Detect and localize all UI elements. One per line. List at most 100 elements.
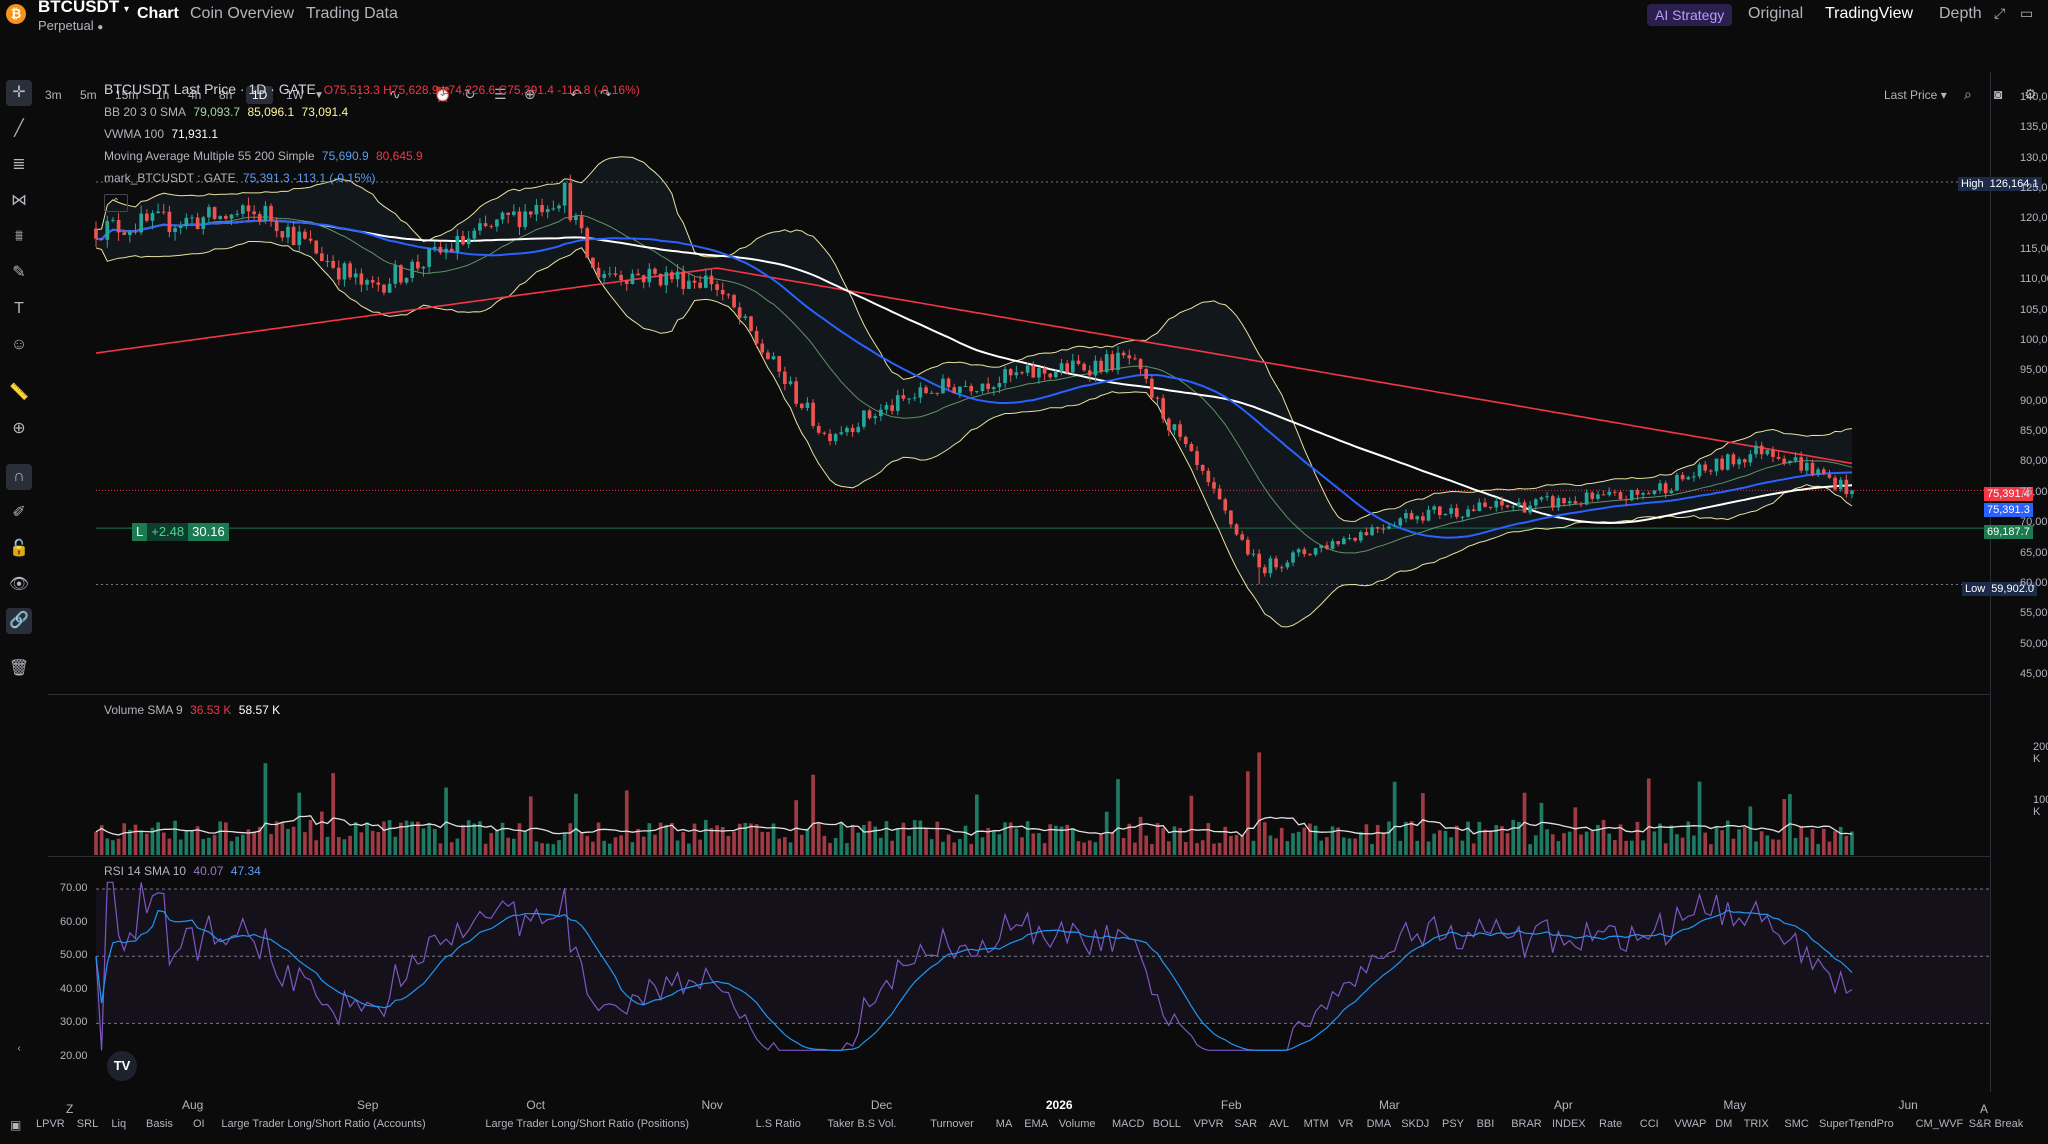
legend-volume[interactable]: Volume SMA 9 36.53 K 58.57 K xyxy=(104,703,281,717)
legend-ma-multiple[interactable]: Moving Average Multiple 55 200 Simple 75… xyxy=(104,149,423,163)
indicator-psy[interactable]: PSY xyxy=(1442,1118,1465,1130)
trendline-icon[interactable]: ╱ xyxy=(14,120,24,137)
legend-vwma[interactable]: VWMA 100 71,931.1 xyxy=(104,127,219,141)
lock-icon[interactable]: 🔓 xyxy=(9,540,29,557)
legend-bb[interactable]: BB 20 3 0 SMA 79,093.7 85,096.1 73,091.4 xyxy=(104,105,349,119)
indicator-avl[interactable]: AVL xyxy=(1269,1118,1289,1130)
indicator-dm[interactable]: DM xyxy=(1715,1118,1733,1130)
text-icon[interactable]: T xyxy=(14,300,24,317)
indicator-large-trader-long-short-ratio-accounts-[interactable]: Large Trader Long/Short Ratio (Accounts) xyxy=(221,1118,426,1130)
indicator-liq[interactable]: Liq xyxy=(111,1118,127,1130)
indicator-mtm[interactable]: MTM xyxy=(1303,1118,1329,1130)
indicator-ema[interactable]: EMA xyxy=(1024,1118,1049,1130)
indicator-cm-wvf[interactable]: CM_WVF xyxy=(1915,1118,1964,1130)
magnet-icon[interactable]: ∩ xyxy=(6,464,32,490)
legend-mark-price[interactable]: mark_BTCUSDT : GATE 75,391.3 -113.1 (-0.… xyxy=(104,171,376,185)
legend-rsi[interactable]: RSI 14 SMA 10 40.07 47.34 xyxy=(104,864,261,878)
visibility-icon[interactable]: 👁 xyxy=(8,576,30,593)
timeframe-dropdown-icon[interactable]: ▼ xyxy=(314,90,324,101)
link-icon[interactable]: 🔗 xyxy=(6,608,32,634)
timeframe-5m[interactable]: 5m xyxy=(80,88,97,102)
indicator-skdj[interactable]: SKDJ xyxy=(1401,1118,1430,1130)
indicator-large-trader-long-short-ratio-positions-[interactable]: Large Trader Long/Short Ratio (Positions… xyxy=(485,1118,689,1130)
indicator-srl[interactable]: SRL xyxy=(76,1118,99,1130)
indicator-basis[interactable]: Basis xyxy=(146,1118,173,1130)
indicators-icon[interactable]: ∿ xyxy=(389,86,401,102)
indicator-vpvr[interactable]: VPVR xyxy=(1193,1118,1224,1130)
add-icon[interactable]: ⊕ xyxy=(524,86,536,102)
indicator-sar[interactable]: SAR xyxy=(1234,1118,1258,1130)
indicator-list-icon[interactable]: ▣ xyxy=(10,1118,22,1132)
candle-type-icon[interactable]: ⫶ xyxy=(358,86,362,102)
indicator-ma[interactable]: MA xyxy=(995,1118,1013,1130)
indicator-brar[interactable]: BRAR xyxy=(1511,1118,1542,1130)
view-original[interactable]: Original xyxy=(1748,5,1804,22)
timeframe-15m[interactable]: 15m xyxy=(115,88,139,102)
layout-icon[interactable]: ▭ xyxy=(2020,5,2034,21)
redo-icon[interactable]: ↷ xyxy=(600,86,612,102)
indicator-rate[interactable]: Rate xyxy=(1599,1118,1623,1130)
expand-icon[interactable]: ⤢ xyxy=(1994,5,2006,21)
collapse-toolbar-icon[interactable]: ‹ xyxy=(17,1043,21,1054)
tab-coin-overview[interactable]: Coin Overview xyxy=(190,5,295,22)
timeframe-1h[interactable]: 1h xyxy=(156,88,170,102)
alert-icon[interactable]: ⏰ xyxy=(434,86,452,102)
camera-icon[interactable]: ◙ xyxy=(1994,86,2003,102)
zoom-icon[interactable]: ⊕ xyxy=(12,420,26,437)
settings-icon[interactable]: ⚙ xyxy=(2024,86,2037,102)
indicator-trix[interactable]: TRIX xyxy=(1743,1118,1769,1130)
indicator-vwap[interactable]: VWAP xyxy=(1674,1118,1707,1130)
templates-icon[interactable]: ☰ xyxy=(494,86,507,102)
tradingview-logo[interactable]: TV xyxy=(107,1051,137,1081)
timeframe-4h[interactable]: 4h xyxy=(188,88,202,102)
timeframe-1d[interactable]: 1D xyxy=(246,86,274,104)
brush-icon[interactable]: ✎ xyxy=(12,264,26,281)
replay-icon[interactable]: ↻ xyxy=(464,86,476,102)
indicator-index[interactable]: INDEX xyxy=(1552,1118,1586,1130)
view-depth[interactable]: Depth xyxy=(1939,5,1982,22)
position-marker[interactable]: L +2.48 30.16 xyxy=(132,523,229,541)
projection-icon[interactable]: ⩩ xyxy=(14,228,24,245)
auto-scale-icon[interactable]: A xyxy=(1980,1102,1989,1116)
indicator-oi[interactable]: OI xyxy=(193,1118,205,1130)
indicator-s-r-break[interactable]: S&R Break xyxy=(1968,1118,2024,1130)
timeframe-3m[interactable]: 3m xyxy=(45,88,62,102)
timeframe-1w[interactable]: 1W xyxy=(286,88,304,102)
tab-trading-data[interactable]: Trading Data xyxy=(306,5,398,22)
indicator-supertrendpro[interactable]: SuperTrendPro xyxy=(1819,1118,1894,1130)
undo-icon[interactable]: ↶ xyxy=(570,86,582,102)
emoji-icon[interactable]: ☺ xyxy=(10,336,28,353)
indicator-cci[interactable]: CCI xyxy=(1639,1118,1659,1130)
volume-bar xyxy=(726,835,731,855)
timeframe-8h[interactable]: 8h xyxy=(219,88,233,102)
search-icon[interactable]: ⌕ xyxy=(1964,86,1972,102)
indicator-dma[interactable]: DMA xyxy=(1366,1118,1392,1130)
indicator-turnover[interactable]: Turnover xyxy=(930,1118,974,1130)
candle-body xyxy=(1195,451,1199,465)
indicator-l-s-ratio[interactable]: L.S Ratio xyxy=(755,1118,801,1130)
tab-chart[interactable]: Chart xyxy=(137,5,179,22)
draw-mode-icon[interactable]: ✐ xyxy=(12,504,26,521)
indicator-volume[interactable]: Volume xyxy=(1058,1118,1096,1130)
indicator-bbi[interactable]: BBI xyxy=(1476,1118,1495,1130)
view-tradingview[interactable]: TradingView xyxy=(1825,5,1914,22)
crosshair-icon[interactable]: ✛ xyxy=(6,80,32,106)
ruler-icon[interactable]: 📏 xyxy=(9,384,29,401)
volume-bar xyxy=(1663,843,1668,855)
scroll-right-icon[interactable]: › xyxy=(1857,1118,1861,1132)
pattern-icon[interactable]: ⋈ xyxy=(11,192,27,209)
indicator-lpvr[interactable]: LPVR xyxy=(36,1118,65,1130)
indicator-boll[interactable]: BOLL xyxy=(1152,1118,1181,1130)
indicator-taker-b-s-vol-[interactable]: Taker B.S Vol. xyxy=(827,1118,897,1130)
trash-icon[interactable]: 🗑 xyxy=(8,660,30,677)
indicator-macd[interactable]: MACD xyxy=(1112,1118,1145,1130)
symbol-selector[interactable]: BTCUSDT ▾ xyxy=(38,0,129,16)
price-type-selector[interactable]: Last Price ▾ xyxy=(1884,88,1947,102)
indicator-vr[interactable]: VR xyxy=(1338,1118,1354,1130)
ai-strategy-button[interactable]: AI Strategy xyxy=(1647,4,1733,26)
time-axis-reset-icon[interactable]: Z xyxy=(66,1102,74,1116)
collapse-legend-icon[interactable]: ⌃ xyxy=(104,194,128,212)
fib-icon[interactable]: ≣ xyxy=(12,156,26,173)
indicator-smc[interactable]: SMC xyxy=(1784,1118,1809,1130)
